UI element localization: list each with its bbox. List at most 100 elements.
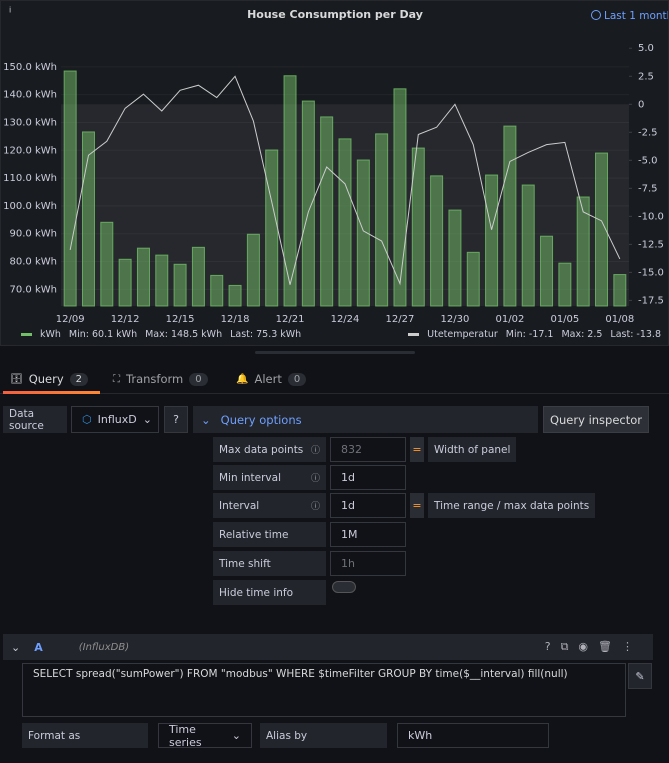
bar — [301, 100, 315, 307]
option-input[interactable]: 1M — [330, 522, 406, 547]
bar — [466, 251, 480, 307]
x-tick-label: 01/08 — [605, 314, 634, 325]
option-label-text: Time shift — [219, 557, 271, 570]
tab[interactable]: 🔔 Alert 0 — [236, 364, 307, 394]
query-actions[interactable]: ?⧉◉🗑⋮ — [544, 640, 643, 653]
option-operator: = — [410, 437, 424, 462]
alias-label: Alias by — [260, 723, 387, 748]
option-label: Min interval ⓘ — [213, 465, 326, 490]
x-tick-label: 12/18 — [221, 314, 250, 325]
bar — [228, 284, 242, 307]
y2-tick-label: 2.5 — [638, 71, 654, 82]
bar — [356, 159, 370, 307]
info-icon: ⓘ — [310, 446, 320, 456]
bar — [320, 116, 334, 307]
query-inspector[interactable]: Query inspector — [543, 406, 649, 433]
legend: kWh Min: 60.1 kWh Max: 148.5 kWh Last: 75.3… — [21, 327, 661, 341]
legend-item: kWh Min: 60.1 kWh Max: 148.5 kWh Last: 75.3… — [21, 327, 301, 341]
option-label: Hide time info — [213, 580, 326, 605]
query-header: ⌄ A (InfluxDB) ?⧉◉🗑⋮ — [3, 634, 653, 660]
bar — [191, 246, 205, 307]
ds-value: InfluxD — [97, 413, 137, 426]
edit-button[interactable]: ✎ — [628, 663, 652, 689]
tab[interactable]: ⛶ Transform 0 — [113, 364, 208, 394]
query-source: (InfluxDB) — [78, 641, 130, 653]
format-select[interactable]: Time series ⌄ — [158, 722, 252, 749]
option-label-text: Min interval — [219, 471, 282, 484]
tab-underline — [3, 391, 100, 394]
y2-tick-label: -15.0 — [638, 267, 664, 278]
bar — [448, 209, 462, 307]
bar — [485, 174, 499, 307]
bar — [576, 196, 590, 307]
splitter[interactable] — [255, 351, 415, 354]
line — [69, 75, 621, 286]
tab-count: 2 — [69, 372, 89, 386]
legend-swatch — [21, 332, 32, 336]
tab-label: Alert — [254, 372, 282, 386]
tab-label: Query — [28, 372, 64, 386]
x-tick-label: 01/05 — [550, 314, 579, 325]
clock-icon — [591, 10, 601, 20]
legend-swatch — [408, 332, 420, 336]
legend-stat: Max: 148.5 kWh — [145, 328, 223, 340]
legend-stat: Min: -17.1 — [505, 328, 554, 340]
x-tick-label: 12/15 — [166, 314, 195, 325]
ds-select[interactable]: ⬡ InfluxD ⌄ — [71, 406, 159, 433]
info-icon[interactable]: i — [9, 6, 11, 15]
query-options-toggle[interactable]: ⌄ Query options — [193, 406, 538, 433]
y-tick-label: 150.0 kWh — [3, 62, 57, 73]
bar — [155, 254, 169, 307]
y-tick-label: 120.0 kWh — [3, 145, 57, 156]
help-button[interactable]: ? — [164, 406, 188, 433]
bar — [246, 233, 260, 307]
x-tick-label: 12/12 — [111, 314, 140, 325]
bar — [283, 75, 297, 307]
chart: House Consumption per Day i Last 1 month… — [3, 6, 668, 326]
x-tick-label: 12/27 — [386, 314, 415, 325]
x-tick-label: 01/02 — [495, 314, 524, 325]
option-input[interactable]: 832 — [330, 437, 406, 462]
bar — [118, 258, 132, 307]
tab-icon: 🔔 — [236, 373, 249, 385]
panel: House Consumption per Day i Last 1 month… — [0, 0, 669, 346]
bar — [595, 152, 609, 307]
tab-icon: 🗄 — [10, 373, 23, 385]
tab-icon: ⛶ — [113, 373, 120, 385]
y-tick-label: 100.0 kWh — [3, 201, 57, 212]
option-input[interactable]: 1h — [330, 551, 406, 576]
legend-name: Utetemperatur — [427, 328, 498, 340]
bar — [393, 88, 407, 307]
y-tick-label: 110.0 kWh — [3, 173, 57, 184]
format-value: Time series — [169, 722, 202, 749]
bar — [613, 274, 627, 307]
y2-tick-label: 5.0 — [638, 43, 654, 54]
option-label-text: Max data points — [219, 443, 304, 456]
y2-tick-label: -12.5 — [638, 239, 664, 250]
tab[interactable]: 🗄 Query 2 — [10, 364, 89, 394]
bar — [100, 221, 114, 307]
tabs: 🗄 Query 2 ⛶ Transform 0 🔔 Alert 0 — [0, 364, 669, 394]
query-text[interactable]: SELECT spread("sumPower") FROM "modbus" … — [22, 663, 626, 717]
option-input[interactable]: 1d — [330, 493, 406, 518]
tab-label: Transform — [126, 372, 184, 386]
option-operator: = — [410, 493, 424, 518]
bar — [558, 262, 572, 307]
option-input[interactable]: 1d — [330, 465, 406, 490]
option-label: Interval ⓘ — [213, 493, 326, 518]
option-label: Relative time — [213, 522, 326, 547]
bar — [540, 235, 554, 307]
info-icon: ⓘ — [310, 474, 320, 484]
time-range[interactable]: Last 1 month — [604, 10, 668, 22]
legend-stat: Max: 2.5 — [561, 328, 603, 340]
query-options-title: Query options — [220, 412, 302, 427]
tab-count: 0 — [287, 372, 307, 386]
y2-tick-label: -17.5 — [638, 295, 664, 306]
alias-input[interactable]: kWh — [397, 723, 549, 748]
legend-stat: Last: -13.8 — [610, 328, 661, 340]
bar — [210, 274, 224, 307]
y-tick-label: 140.0 kWh — [3, 90, 57, 101]
option-label-text: Hide time info — [219, 586, 294, 599]
toggle[interactable] — [332, 581, 356, 593]
option-note: Time range / max data points — [428, 493, 596, 518]
